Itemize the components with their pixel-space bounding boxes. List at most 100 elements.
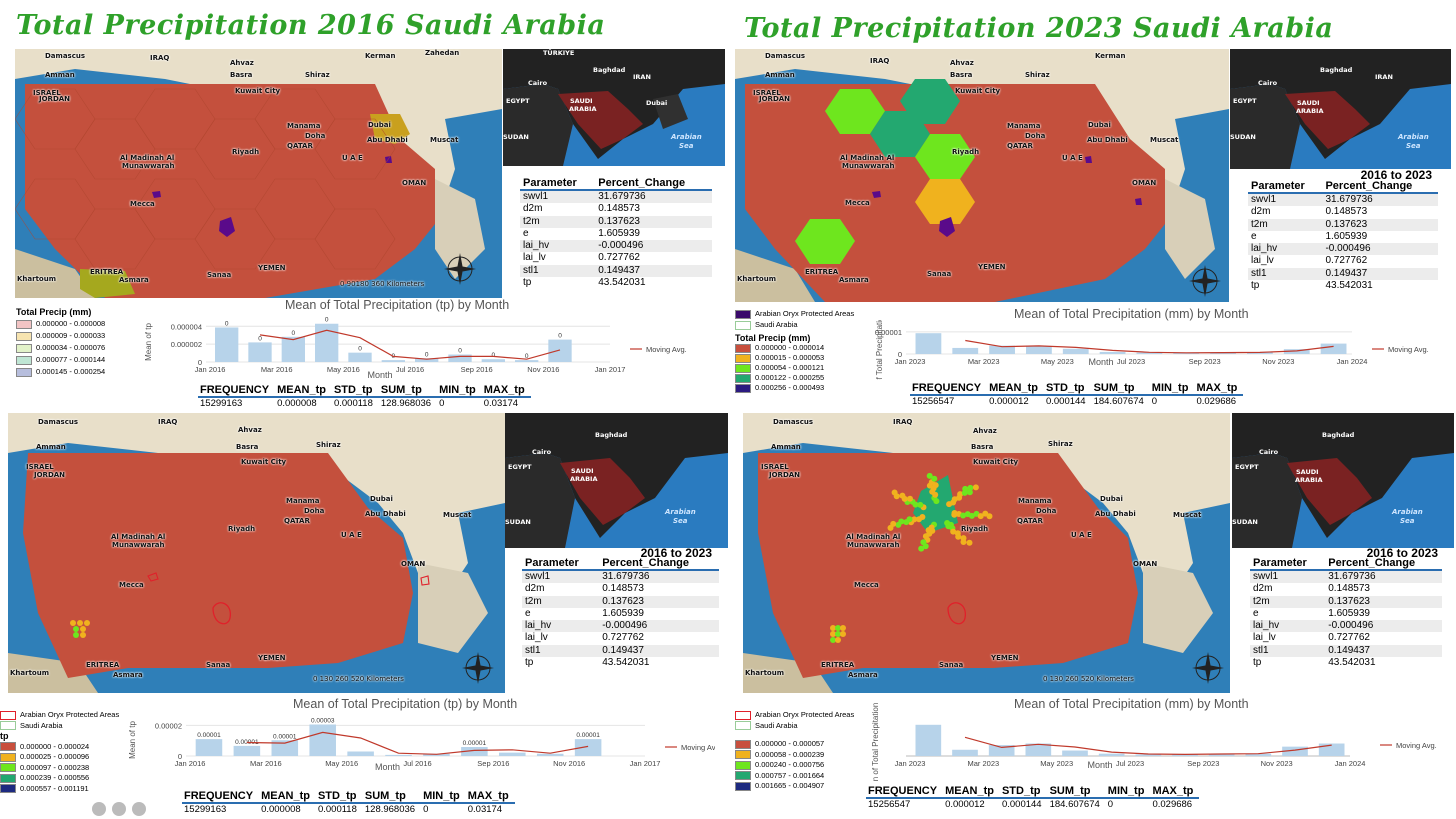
inset-map-2016-b: Baghdad Cairo EGYPT SAUDI ARABIA SUDAN A…: [505, 413, 728, 548]
x-tick-label: Jan 2016: [175, 759, 206, 768]
table-row: tp 43.542031: [523, 277, 646, 289]
table-row: lai_hv -0.000496: [522, 620, 719, 633]
bar: [271, 740, 299, 756]
chart-title-bl: Mean of Total Precipitation (tp) by Mont…: [293, 697, 518, 711]
bar: [952, 347, 979, 354]
bar: [1282, 746, 1308, 756]
x-tick-label: May 2023: [1041, 357, 1074, 366]
x-tick-label: Mar 2016: [261, 365, 293, 374]
bar: [548, 339, 572, 362]
label-madinah: Al Madinah Al: [111, 533, 166, 541]
col-parameter: Parameter: [520, 177, 596, 191]
precip-dots: [830, 472, 993, 643]
label-dubai: Dubai: [370, 495, 393, 503]
precip-dot: [898, 518, 905, 525]
table-row: 15299163 0.000008 0.000118 128.968036 0 0.031…: [184, 804, 503, 815]
x-tick-label: Nov 2023: [1262, 357, 1294, 366]
circle-icon[interactable]: [92, 802, 106, 816]
table-row: swvl1 31.679736: [1250, 570, 1442, 584]
param-table-br: Parameter Percent_Change swvl1 31.679736 d…: [1250, 557, 1442, 669]
x-tick-label: Jan 2017: [595, 365, 626, 374]
bar: [1173, 352, 1200, 354]
stats-table-tr: FREQUENCY MEAN_tp STD_tp SUM_tp MIN_tp MAX_tp…: [910, 382, 1244, 407]
map-2016-fine[interactable]: Damascus IRAQ Ahvaz Amman Basra Shiraz I…: [8, 413, 505, 693]
bar: [915, 333, 942, 354]
label-dubai: Dubai: [368, 121, 391, 129]
data-label: 0.00001: [273, 733, 297, 740]
label-mecca: Mecca: [130, 200, 155, 208]
data-label: 0: [492, 352, 496, 359]
precip-dot: [956, 494, 963, 501]
inset-label-iran: IRAN: [1375, 73, 1393, 81]
x-tick-label: Jul 2023: [1117, 357, 1145, 366]
precip-dot: [922, 533, 929, 540]
data-label: 0.00001: [197, 732, 221, 739]
legend-item: 0.000000 - 0.000008: [16, 318, 105, 330]
label-basra: Basra: [236, 443, 259, 451]
label-dubai: Dubai: [1100, 495, 1123, 503]
more-icon[interactable]: [132, 802, 146, 816]
label-mecca: Mecca: [854, 581, 879, 589]
legend-title: Total Precip (mm): [735, 333, 811, 343]
precip-dot: [917, 501, 924, 508]
label-oman: OMAN: [1132, 179, 1157, 187]
table-row: d2m 0.148573: [525, 583, 644, 595]
bar: [448, 354, 472, 362]
label-oman: OMAN: [402, 179, 427, 187]
table-row: e 1.605939: [1251, 230, 1368, 242]
bar: [348, 352, 372, 362]
map-2023-hex[interactable]: Damascus IRAQ Ahvaz Kerman Amman Basra S…: [735, 49, 1229, 302]
scale-bar: 0 90180 360 Kilometers: [340, 280, 425, 288]
legend-title: Total Precip (mm): [16, 307, 92, 317]
table-row: 15256547 0.000012 0.000144 184.607674 0 0.029…: [868, 799, 1193, 810]
label-amman: Amman: [771, 443, 801, 451]
inset-label-cairo: Cairo: [1259, 448, 1279, 456]
legend-item: 0.000240 - 0.000756: [735, 760, 863, 771]
x-tick-label: Jan 2023: [895, 759, 926, 768]
data-label: 0.00003: [311, 718, 335, 725]
x-tick-label: Jan 2016: [195, 365, 226, 374]
x-tick-label: May 2023: [1040, 759, 1073, 768]
bar: [1099, 351, 1126, 354]
legend-item: 0.000000 - 0.000057: [735, 739, 863, 750]
label-sanaa: Sanaa: [927, 270, 952, 278]
viewer-controls[interactable]: [92, 802, 146, 816]
table-row: tp 43.542031: [525, 657, 650, 669]
label-doha: Doha: [1036, 507, 1057, 515]
table-row: tp 43.542031: [1251, 280, 1373, 292]
data-label: 0: [358, 346, 362, 353]
x-tick-label: Sep 2023: [1189, 357, 1221, 366]
label-amman: Amman: [45, 71, 75, 79]
legend-item: 0.000000 - 0.000024: [0, 742, 125, 753]
label-doha: Doha: [304, 507, 325, 515]
stats-table-br: FREQUENCY MEAN_tp STD_tp SUM_tp MIN_tp MAX_tp…: [866, 785, 1200, 810]
inset-label-arabian: Arabian: [665, 508, 696, 516]
label-eritrea: ERITREA: [821, 661, 855, 669]
chart-tr: 0 0.00001 Jan 2023 Mar 2023 May 2023 Jul 2023…: [875, 320, 1429, 380]
inset-label-sudan: SUDAN: [1232, 518, 1258, 526]
legend-item-oryx: Arabian Oryx Protected Areas: [735, 309, 860, 319]
label-ahvaz: Ahvaz: [950, 59, 974, 67]
legend-label: Moving Avg.: [646, 345, 687, 354]
label-kuwait-city: Kuwait City: [235, 87, 281, 95]
map-2023-fine[interactable]: Damascus IRAQ Ahvaz Amman Basra Shiraz I…: [743, 413, 1230, 693]
camera-icon[interactable]: [112, 802, 126, 816]
y-tick-label: 0.000002: [171, 340, 202, 349]
label-amman: Amman: [765, 71, 795, 79]
label-madinah: Al Madinah Al: [846, 533, 901, 541]
precip-dot: [80, 632, 86, 638]
scale-bar: 0 130 260 520 Kilometers: [313, 675, 404, 683]
label-israel: ISRAEL: [33, 89, 61, 97]
precip-dot: [840, 631, 846, 637]
label-oman: OMAN: [401, 560, 426, 568]
bar: [1247, 352, 1273, 354]
legend-item: 0.000058 - 0.000239: [735, 750, 863, 761]
label-qatar: QATAR: [287, 142, 313, 150]
legend-tr: Arabian Oryx Protected Areas Saudi Arabi…: [735, 309, 860, 393]
label-munawwarah: Munawwarah: [842, 162, 895, 170]
map-2016-hex[interactable]: Damascus IRAQ Ahvaz Kerman Zahedan Amman…: [15, 49, 502, 298]
x-tick-label: May 2016: [325, 759, 358, 768]
label-jordan: JORDAN: [39, 95, 71, 103]
inset-label-cairo: Cairo: [1258, 79, 1278, 87]
label-khartoum: Khartoum: [737, 275, 777, 283]
